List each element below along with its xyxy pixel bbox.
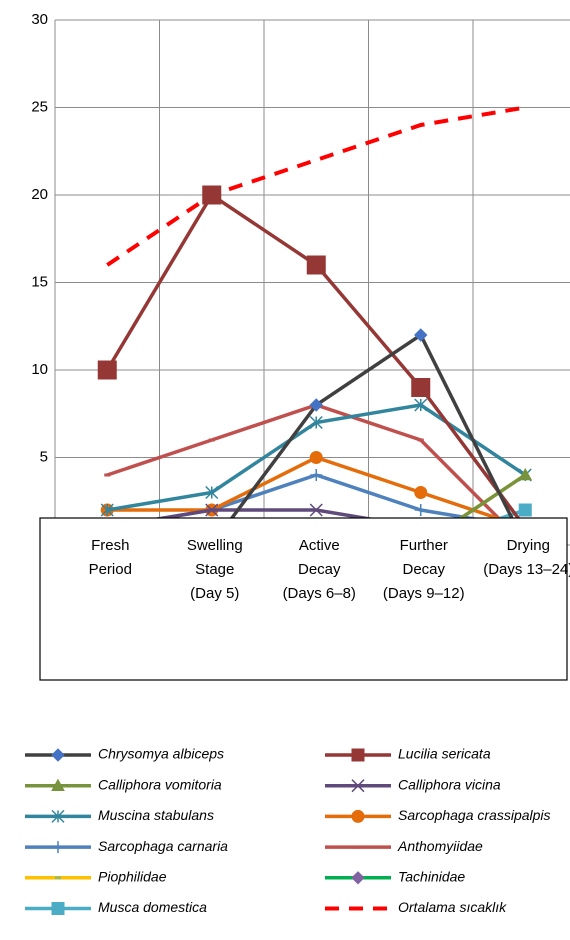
marker — [351, 779, 365, 793]
marker — [100, 503, 114, 517]
x-tick-label: (Days 13–24) — [483, 561, 570, 578]
marker — [310, 469, 323, 481]
marker — [309, 503, 323, 517]
marker — [309, 451, 323, 464]
marker — [51, 748, 65, 762]
legend-label: Chrysomya albiceps — [98, 746, 224, 762]
marker — [309, 415, 323, 430]
x-tick-label: (Days 6–8) — [283, 585, 356, 602]
marker — [205, 485, 219, 500]
x-tick-label: (Days 9–12) — [383, 585, 465, 602]
marker — [51, 809, 65, 823]
legend-label: Ortalama sıcaklık — [398, 899, 507, 915]
y-tick-label: 10 — [31, 361, 48, 378]
category-box — [39, 517, 568, 681]
marker — [306, 255, 326, 275]
legend-label: Sarcophaga carnaria — [98, 838, 228, 854]
marker — [205, 503, 219, 517]
series — [106, 105, 526, 267]
y-tick-label: 20 — [31, 186, 48, 203]
marker — [202, 185, 222, 205]
y-tick-label: 15 — [31, 273, 48, 290]
x-tick-label: Fresh — [91, 537, 129, 554]
x-tick-label: Decay — [402, 561, 445, 578]
legend-label: Piophilidae — [98, 869, 167, 885]
y-tick-label: 30 — [31, 11, 48, 28]
marker — [52, 841, 64, 854]
x-tick-label: Further — [400, 537, 448, 554]
marker — [518, 503, 532, 517]
marker — [351, 748, 365, 762]
marker — [51, 902, 65, 915]
legend-label: Lucilia sericata — [398, 746, 491, 762]
marker — [411, 378, 431, 397]
legend-label: Calliphora vicina — [398, 776, 501, 792]
legend-label: Musca domestica — [98, 899, 207, 915]
marker — [309, 398, 323, 412]
series — [100, 398, 532, 517]
marker — [518, 467, 533, 481]
x-tick-label: Period — [89, 561, 132, 578]
legend-label: Muscina stabulans — [98, 807, 214, 823]
legend-label: Sarcophaga crassipalpis — [398, 807, 551, 823]
marker — [97, 360, 117, 380]
x-tick-label: Decay — [298, 561, 341, 578]
marker — [414, 328, 428, 342]
legend-label: Calliphora vomitoria — [98, 776, 222, 792]
series — [97, 185, 535, 537]
series-line — [106, 105, 526, 267]
x-tick-label: (Day 5) — [190, 585, 239, 602]
legend-label: Anthomyiidae — [397, 838, 483, 854]
marker — [414, 504, 427, 516]
marker — [414, 486, 428, 499]
x-tick-label: Drying — [507, 537, 550, 554]
x-tick-label: Stage — [195, 561, 234, 578]
marker — [51, 778, 65, 791]
x-tick-label: Swelling — [187, 537, 243, 554]
legend-label: Tachinidae — [398, 869, 465, 885]
marker — [351, 871, 365, 885]
series-line — [107, 332, 527, 547]
y-tick-label: 5 — [40, 448, 48, 465]
y-tick-label: 25 — [31, 98, 48, 115]
marker — [414, 398, 428, 412]
marker — [351, 809, 365, 823]
x-tick-label: Active — [299, 537, 340, 554]
